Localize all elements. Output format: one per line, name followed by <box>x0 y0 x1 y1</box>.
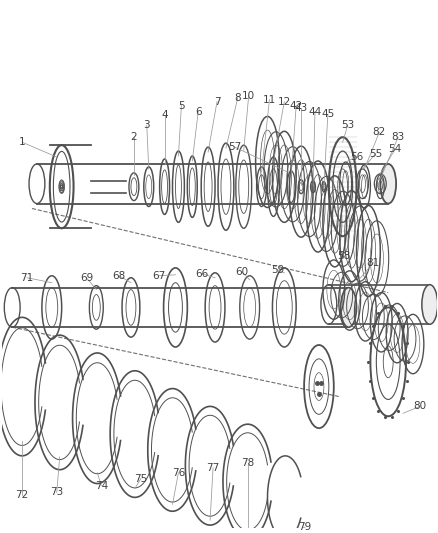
Text: 58: 58 <box>336 251 350 261</box>
Text: 6: 6 <box>194 107 201 117</box>
Text: 4: 4 <box>161 110 167 120</box>
Text: 56: 56 <box>349 152 362 162</box>
Text: 72: 72 <box>15 490 28 500</box>
Text: 42: 42 <box>289 101 302 110</box>
Text: 68: 68 <box>112 271 125 281</box>
Text: 83: 83 <box>391 132 404 142</box>
Text: 67: 67 <box>152 271 165 281</box>
Text: 12: 12 <box>277 96 290 107</box>
Text: 2: 2 <box>130 132 137 142</box>
Ellipse shape <box>340 288 356 327</box>
Text: 76: 76 <box>171 467 185 478</box>
Text: 77: 77 <box>206 463 219 473</box>
Text: 3: 3 <box>143 120 150 131</box>
Text: 5: 5 <box>178 101 184 110</box>
Text: 79: 79 <box>298 522 311 532</box>
Text: 74: 74 <box>95 481 108 490</box>
Text: 73: 73 <box>50 488 63 497</box>
Text: 55: 55 <box>368 149 381 159</box>
Text: 59: 59 <box>270 265 283 275</box>
Ellipse shape <box>421 285 437 324</box>
Text: 54: 54 <box>388 144 401 154</box>
Text: 53: 53 <box>340 120 353 131</box>
Text: 71: 71 <box>21 273 34 282</box>
Text: 43: 43 <box>294 102 307 112</box>
Text: 80: 80 <box>412 401 425 411</box>
Text: 1: 1 <box>19 137 25 147</box>
Text: 75: 75 <box>134 474 147 483</box>
Text: 78: 78 <box>240 458 254 468</box>
Text: 60: 60 <box>235 267 248 277</box>
Text: 10: 10 <box>242 91 254 101</box>
Text: 57: 57 <box>228 142 241 152</box>
Text: 69: 69 <box>80 273 93 282</box>
Text: 44: 44 <box>307 107 321 117</box>
Text: 8: 8 <box>234 93 240 103</box>
Text: 11: 11 <box>262 95 276 104</box>
Text: 66: 66 <box>195 269 208 279</box>
Ellipse shape <box>379 164 395 204</box>
Text: 7: 7 <box>213 96 220 107</box>
Text: 45: 45 <box>321 109 334 119</box>
Text: 81: 81 <box>366 258 379 268</box>
Text: 82: 82 <box>372 127 385 138</box>
